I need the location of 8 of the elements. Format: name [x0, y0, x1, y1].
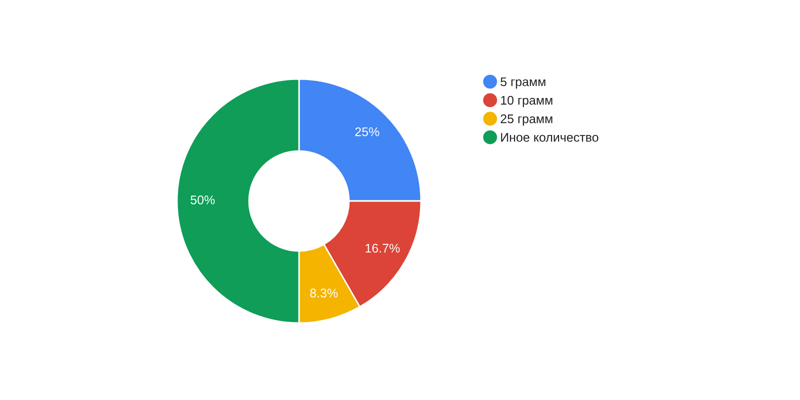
- legend-label: 10 грамм: [501, 96, 552, 108]
- legend-label: Иное количество: [501, 133, 598, 142]
- data-label: 25%: [355, 127, 380, 136]
- legend-label: 25 грамм: [500, 114, 552, 126]
- legend-label: 5 грамм: [500, 77, 546, 89]
- data-label: 8.3%: [310, 288, 338, 298]
- data-label: 50%: [190, 196, 215, 204]
- data-label: 16.7%: [366, 244, 400, 253]
